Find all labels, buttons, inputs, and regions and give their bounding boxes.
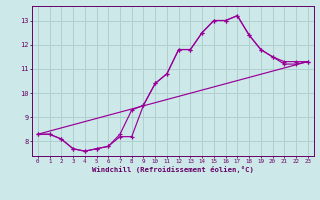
X-axis label: Windchill (Refroidissement éolien,°C): Windchill (Refroidissement éolien,°C) — [92, 166, 254, 173]
